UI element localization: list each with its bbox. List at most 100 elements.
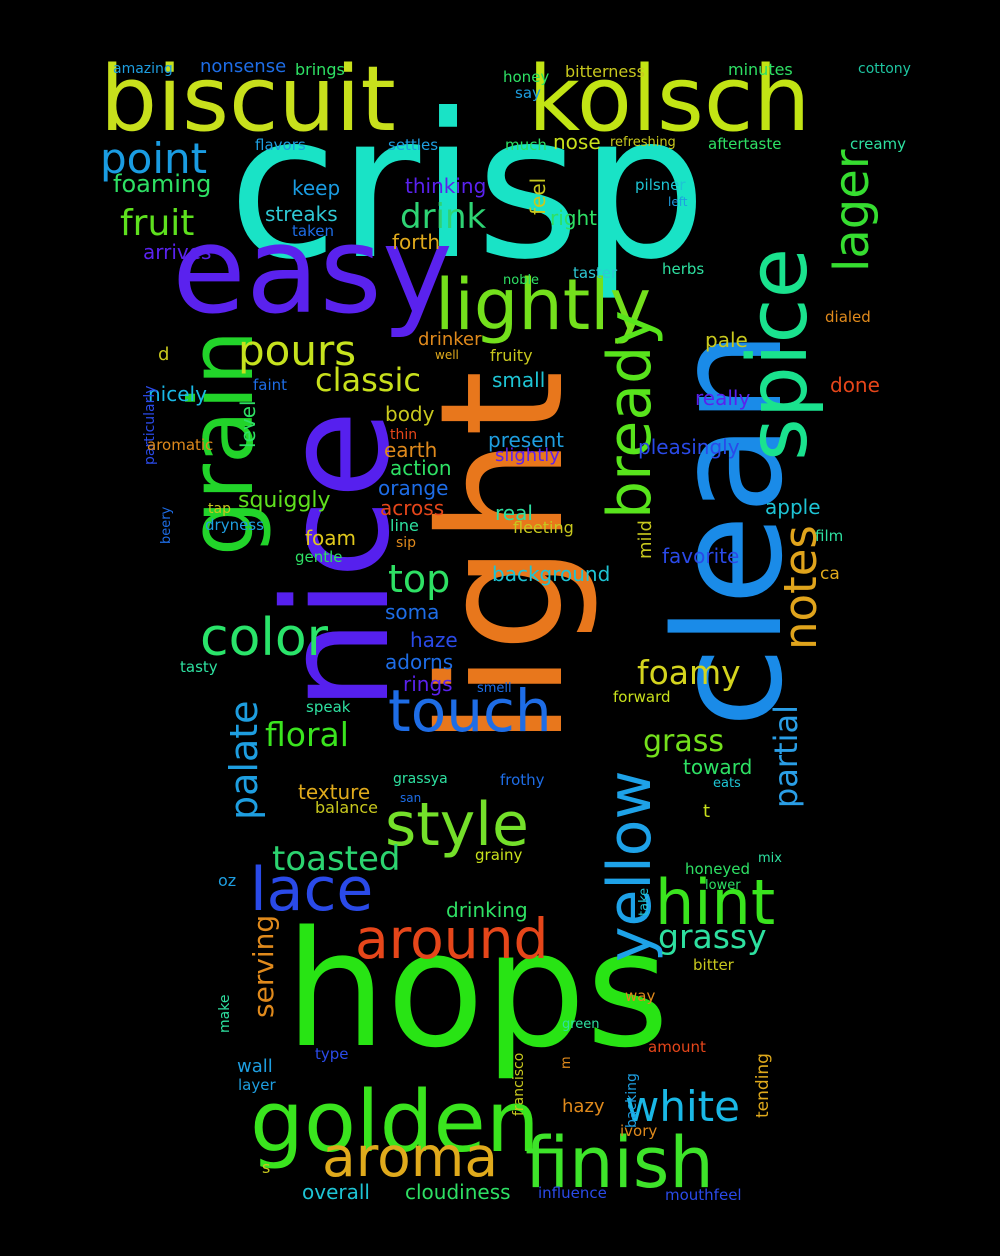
word-creamy: creamy <box>850 135 906 153</box>
word-finish: finish <box>525 1122 714 1204</box>
word-foaming: foaming <box>113 170 212 198</box>
word-sip: sip <box>396 535 417 551</box>
word-slightly: slightly <box>495 445 560 466</box>
word-present: present <box>488 428 565 452</box>
word-grainy: grainy <box>475 846 523 864</box>
word-pleasingly: pleasingly <box>638 435 740 459</box>
word-refreshing: refreshing <box>610 135 676 150</box>
word-flavors: flavors <box>255 136 306 154</box>
word-influence: influence <box>538 1184 607 1202</box>
word-settles: settles <box>388 136 439 154</box>
word-green: green <box>562 1017 600 1032</box>
word-way: way <box>625 987 656 1005</box>
word-aroma: aroma <box>322 1125 499 1189</box>
word-faint: faint <box>253 376 288 394</box>
word-drinking: drinking <box>446 898 528 922</box>
word-bready: bready <box>595 310 665 519</box>
word-film: film <box>815 527 844 545</box>
word-dialed: dialed <box>825 308 871 326</box>
word-toward: toward <box>683 755 753 779</box>
word-taster: taster <box>573 264 618 282</box>
word-drink: drink <box>400 197 487 237</box>
word-white: white <box>625 1082 740 1131</box>
word-grassy: grassy <box>658 917 767 956</box>
word-balance: balance <box>315 798 378 817</box>
word-easy: easy <box>172 202 453 341</box>
word-hazy: hazy <box>562 1096 605 1117</box>
word-nicely: nicely <box>148 382 207 406</box>
word-across: across <box>380 496 445 520</box>
word-minutes: minutes <box>728 60 793 79</box>
word-arrives: arrives <box>143 240 212 264</box>
word-apple: apple <box>765 495 821 519</box>
word-bitterness: bitterness <box>565 62 645 81</box>
word-cottony: cottony <box>858 61 911 77</box>
word-tasty: tasty <box>180 658 218 676</box>
word-keep: keep <box>292 176 341 200</box>
word-amazing: amazing <box>113 61 173 77</box>
word-partial: partial <box>767 704 805 808</box>
word-grassya: grassya <box>393 771 448 787</box>
word-touch: touch <box>388 677 552 745</box>
word-say: say <box>515 84 541 102</box>
word-hops: hops <box>285 896 670 1083</box>
word-bitter: bitter <box>693 956 734 974</box>
word-make: make <box>217 994 233 1033</box>
word-much: much <box>505 136 547 154</box>
word-aromatic: aromatic <box>147 436 214 454</box>
word-francisco: francisco <box>511 1052 527 1116</box>
word-foam: foam <box>305 526 357 550</box>
word-left: left <box>668 195 688 209</box>
word-beery: beery <box>159 506 174 544</box>
word-hint: hint <box>655 866 776 939</box>
word-squiggly: squiggly <box>238 488 331 513</box>
word-m: m <box>559 1056 574 1069</box>
word-drinker: drinker <box>418 329 482 350</box>
word-yellow: yellow <box>595 770 665 962</box>
word-take: take <box>637 887 652 916</box>
word-lace: lace <box>250 855 374 925</box>
word-small: small <box>492 368 546 392</box>
word-ivory: ivory <box>620 1122 658 1140</box>
word-serving: serving <box>247 914 280 1018</box>
word-lower: lower <box>705 878 741 893</box>
word-speak: speak <box>306 698 351 716</box>
word-honeyed: honeyed <box>685 860 751 878</box>
word-pilsner: pilsner <box>635 176 686 194</box>
word-thin: thin <box>390 427 418 443</box>
word-fruity: fruity <box>490 346 533 365</box>
word-nose: nose <box>553 130 601 154</box>
word-s: s <box>262 1158 271 1177</box>
word-thinking: thinking <box>405 174 487 198</box>
word-palate: palate <box>222 700 266 820</box>
word-mix: mix <box>758 851 782 866</box>
word-point: point <box>100 134 208 183</box>
word-floral: floral <box>265 715 349 754</box>
word-t: t <box>703 801 711 822</box>
word-mouthfeel: mouthfeel <box>665 1186 742 1204</box>
word-fleeting: fleeting <box>513 518 574 537</box>
word-golden: golden <box>250 1073 540 1172</box>
word-amount: amount <box>648 1038 706 1056</box>
word-texture: texture <box>298 780 371 804</box>
word-ca: ca <box>820 564 840 584</box>
word-favorite: favorite <box>662 544 740 568</box>
word-grass: grass <box>643 724 725 759</box>
word-backing: backing <box>624 1073 640 1128</box>
word-aftertaste: aftertaste <box>708 135 782 153</box>
word-herbs: herbs <box>662 260 705 278</box>
word-body: body <box>385 402 435 426</box>
word-nonsense: nonsense <box>200 56 287 77</box>
word-lightly: lightly <box>435 264 652 346</box>
word-really: really <box>695 386 751 410</box>
word-tap: tap <box>208 501 231 517</box>
word-fruit: fruit <box>120 203 195 244</box>
word-adorns: adorns <box>385 650 454 674</box>
word-tending: tending <box>753 1053 773 1118</box>
word-brings: brings <box>295 60 345 79</box>
word-soma: soma <box>385 600 440 624</box>
word-frothy: frothy <box>500 771 545 789</box>
word-oz: oz <box>218 871 237 890</box>
word-eats: eats <box>713 776 741 791</box>
